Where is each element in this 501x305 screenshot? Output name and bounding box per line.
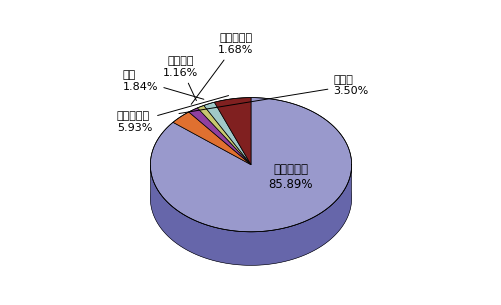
Polygon shape [203, 102, 250, 165]
Polygon shape [197, 106, 250, 165]
Polygon shape [150, 165, 351, 265]
Text: 作業依頼
1.16%: 作業依頼 1.16% [163, 56, 198, 101]
Polygon shape [150, 98, 351, 232]
Text: 問い合わせ
85.89%: 問い合わせ 85.89% [268, 163, 312, 191]
Text: その他
3.50%: その他 3.50% [179, 75, 368, 113]
Polygon shape [173, 112, 250, 165]
Polygon shape [150, 131, 351, 265]
Polygon shape [214, 98, 250, 165]
Polygon shape [188, 108, 250, 165]
Text: 転送
1.84%: 転送 1.84% [123, 70, 203, 99]
Text: 申請・申込
5.93%: 申請・申込 5.93% [117, 95, 228, 133]
Text: 苦情・提言
1.68%: 苦情・提言 1.68% [191, 34, 253, 104]
